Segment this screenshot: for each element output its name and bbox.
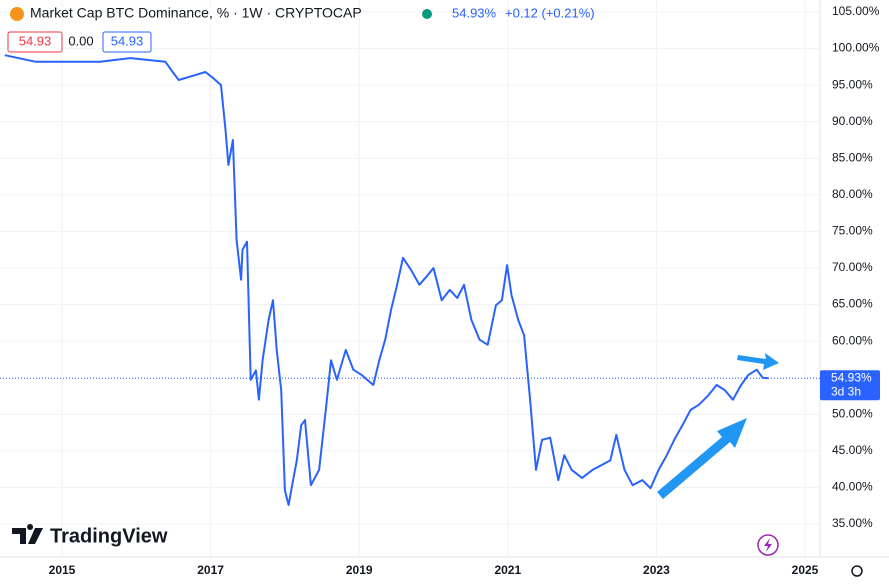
grid <box>0 0 820 557</box>
countdown-label: 3d 3h <box>831 384 861 398</box>
ohlc-value: 54.93 <box>19 33 52 48</box>
x-tick-label: 2019 <box>346 563 373 577</box>
ohlc-value: 54.93 <box>111 33 144 48</box>
logo-icon <box>12 524 43 544</box>
header-change: +0.12 (+0.21%) <box>505 5 595 20</box>
y-tick-label: 95.00% <box>832 77 873 91</box>
y-tick-label: 70.00% <box>832 260 873 274</box>
y-tick-label: 105.00% <box>832 4 880 18</box>
box-close <box>102 31 152 53</box>
x-tick-label: 2017 <box>197 563 224 577</box>
last-value-box <box>820 370 880 401</box>
y-tick-label: 80.00% <box>832 187 873 201</box>
y-tick-label: 40.00% <box>832 480 873 494</box>
logo: TradingView <box>12 524 168 547</box>
x-tick-label: 2015 <box>49 563 76 577</box>
plot <box>0 54 820 506</box>
chart-title: Market Cap BTC Dominance, % · 1W · CRYPT… <box>30 5 362 21</box>
annotation-arrows <box>657 353 779 499</box>
flash-icon[interactable] <box>757 534 779 556</box>
header-price: 54.93% <box>452 5 497 20</box>
status-dot <box>422 9 432 19</box>
y-tick-label: 75.00% <box>832 224 873 238</box>
y-tick-label: 90.00% <box>832 114 873 128</box>
y-tick-label: 50.00% <box>832 406 873 420</box>
y-tick-label: 45.00% <box>832 443 873 457</box>
data-line <box>4 54 769 506</box>
y-tick-label: 60.00% <box>832 333 873 347</box>
y-tick-label: 100.00% <box>832 41 880 55</box>
settings-icon[interactable] <box>851 565 863 577</box>
x-tick-label: 2023 <box>643 563 670 577</box>
last-value-label: 54.93% <box>831 370 872 384</box>
arrow <box>737 353 779 370</box>
x-tick-label: 2021 <box>494 563 521 577</box>
flash-bolt <box>764 538 772 552</box>
arrow <box>657 418 747 499</box>
ohlc-value: 0.00 <box>68 33 93 48</box>
x-tick-label: 2025 <box>792 563 819 577</box>
coin-icon <box>10 7 24 21</box>
y-tick-label: 85.00% <box>832 150 873 164</box>
y-tick-label: 65.00% <box>832 297 873 311</box>
box-open <box>7 31 63 53</box>
brand: TradingView <box>50 525 168 547</box>
y-tick-label: 35.00% <box>832 516 873 530</box>
